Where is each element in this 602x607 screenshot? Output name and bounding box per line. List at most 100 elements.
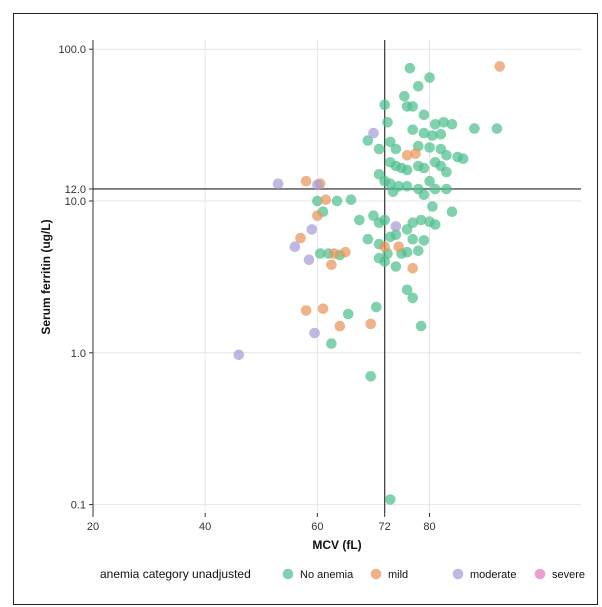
point-no-anemia [415, 214, 427, 226]
point-no-anemia [401, 224, 413, 235]
point-no-anemia [401, 164, 413, 176]
point-no-anemia [415, 320, 427, 332]
point-no-anemia [418, 127, 430, 139]
point-no-anemia [379, 214, 391, 226]
point-no-anemia [429, 219, 441, 230]
point-no-anemia [424, 175, 435, 187]
point-no-anemia [407, 233, 419, 245]
point-no-anemia [371, 301, 382, 313]
point-no-anemia [385, 494, 396, 505]
point-no-anemia [429, 119, 441, 130]
x-tick-label: 60 [311, 521, 323, 533]
point-no-anemia [446, 206, 458, 217]
point-mild [407, 263, 419, 274]
point-no-anemia [326, 338, 337, 349]
point-no-anemia [427, 201, 438, 212]
point-no-anemia [331, 195, 343, 207]
point-no-anemia [345, 194, 357, 205]
point-no-anemia [401, 284, 413, 296]
point-no-anemia [418, 189, 430, 200]
point-mild [494, 61, 506, 72]
x-ticks: 20 40 60 72 80 [87, 513, 436, 533]
point-mild [334, 320, 346, 332]
point-moderate [390, 221, 402, 232]
point-no-anemia [379, 99, 391, 111]
point-moderate [303, 254, 315, 266]
point-no-anemia [379, 256, 391, 267]
point-no-anemia [401, 246, 413, 258]
point-moderate [306, 224, 318, 235]
point-no-anemia [441, 150, 452, 161]
point-no-anemia [385, 136, 396, 148]
point-no-anemia [407, 101, 419, 112]
point-no-anemia [404, 62, 416, 74]
y-axis-title: Serum ferritin (ug/L) [39, 219, 53, 334]
point-moderate [272, 178, 284, 189]
point-moderate [233, 349, 245, 361]
x-axis-title: MCV (fL) [312, 538, 361, 552]
y-tick-label: 12.0 [65, 184, 86, 196]
x-tick-label: 20 [87, 521, 99, 533]
plot-background [93, 40, 581, 513]
point-mild [295, 232, 306, 244]
point-no-anemia [342, 308, 354, 320]
point-no-anemia [312, 195, 323, 207]
point-no-anemia [413, 81, 424, 92]
point-no-anemia [424, 142, 435, 153]
point-no-anemia [407, 292, 419, 304]
point-no-anemia [385, 178, 396, 189]
point-mild [365, 318, 377, 330]
point-mild [379, 241, 391, 252]
y-tick-label: 10.0 [65, 196, 86, 208]
legend-marker-mild [370, 568, 382, 580]
legend-label-severe: severe [552, 569, 585, 581]
y-ticks: 0.1 1.0 10.012.0 100.0 [58, 44, 93, 512]
point-no-anemia [438, 117, 449, 128]
legend: anemia category unadjusted No anemia mild… [100, 567, 585, 581]
point-no-anemia [373, 143, 385, 155]
point-no-anemia [418, 162, 430, 174]
point-moderate [309, 327, 320, 339]
legend-marker-moderate [452, 568, 464, 580]
point-no-anemia [469, 123, 480, 134]
point-no-anemia [387, 186, 399, 198]
point-no-anemia [413, 245, 424, 257]
point-no-anemia [446, 119, 458, 130]
legend-label-mild: mild [388, 569, 408, 581]
point-mild [300, 175, 312, 187]
x-tick-label: 72 [379, 521, 391, 533]
point-moderate [312, 179, 323, 190]
point-mild [300, 305, 312, 316]
point-no-anemia [435, 129, 447, 140]
points-layer [233, 61, 506, 505]
point-no-anemia [491, 123, 503, 134]
point-no-anemia [382, 117, 393, 128]
x-tick-label: 80 [423, 521, 435, 533]
point-no-anemia [441, 183, 452, 195]
point-no-anemia [424, 72, 435, 83]
legend-marker-no-anemia [282, 568, 294, 580]
point-no-anemia [407, 124, 419, 135]
point-mild [320, 194, 332, 205]
point-no-anemia [390, 261, 402, 272]
point-no-anemia [399, 90, 410, 102]
point-no-anemia [457, 153, 469, 164]
y-tick-label: 100.0 [58, 44, 86, 56]
point-mild [326, 259, 337, 271]
point-moderate [368, 127, 379, 139]
y-tick-label: 1.0 [71, 348, 86, 360]
point-no-anemia [418, 109, 430, 121]
point-mild [410, 148, 421, 159]
point-mild [340, 246, 351, 258]
point-no-anemia [401, 181, 413, 192]
point-mild [393, 241, 405, 252]
legend-label-moderate: moderate [470, 569, 516, 581]
point-no-anemia [385, 231, 396, 243]
point-no-anemia [365, 371, 377, 382]
point-no-anemia [418, 235, 430, 246]
point-mild [401, 150, 413, 161]
point-no-anemia [362, 135, 374, 146]
legend-label-no-anemia: No anemia [300, 569, 354, 581]
point-no-anemia [441, 166, 452, 178]
